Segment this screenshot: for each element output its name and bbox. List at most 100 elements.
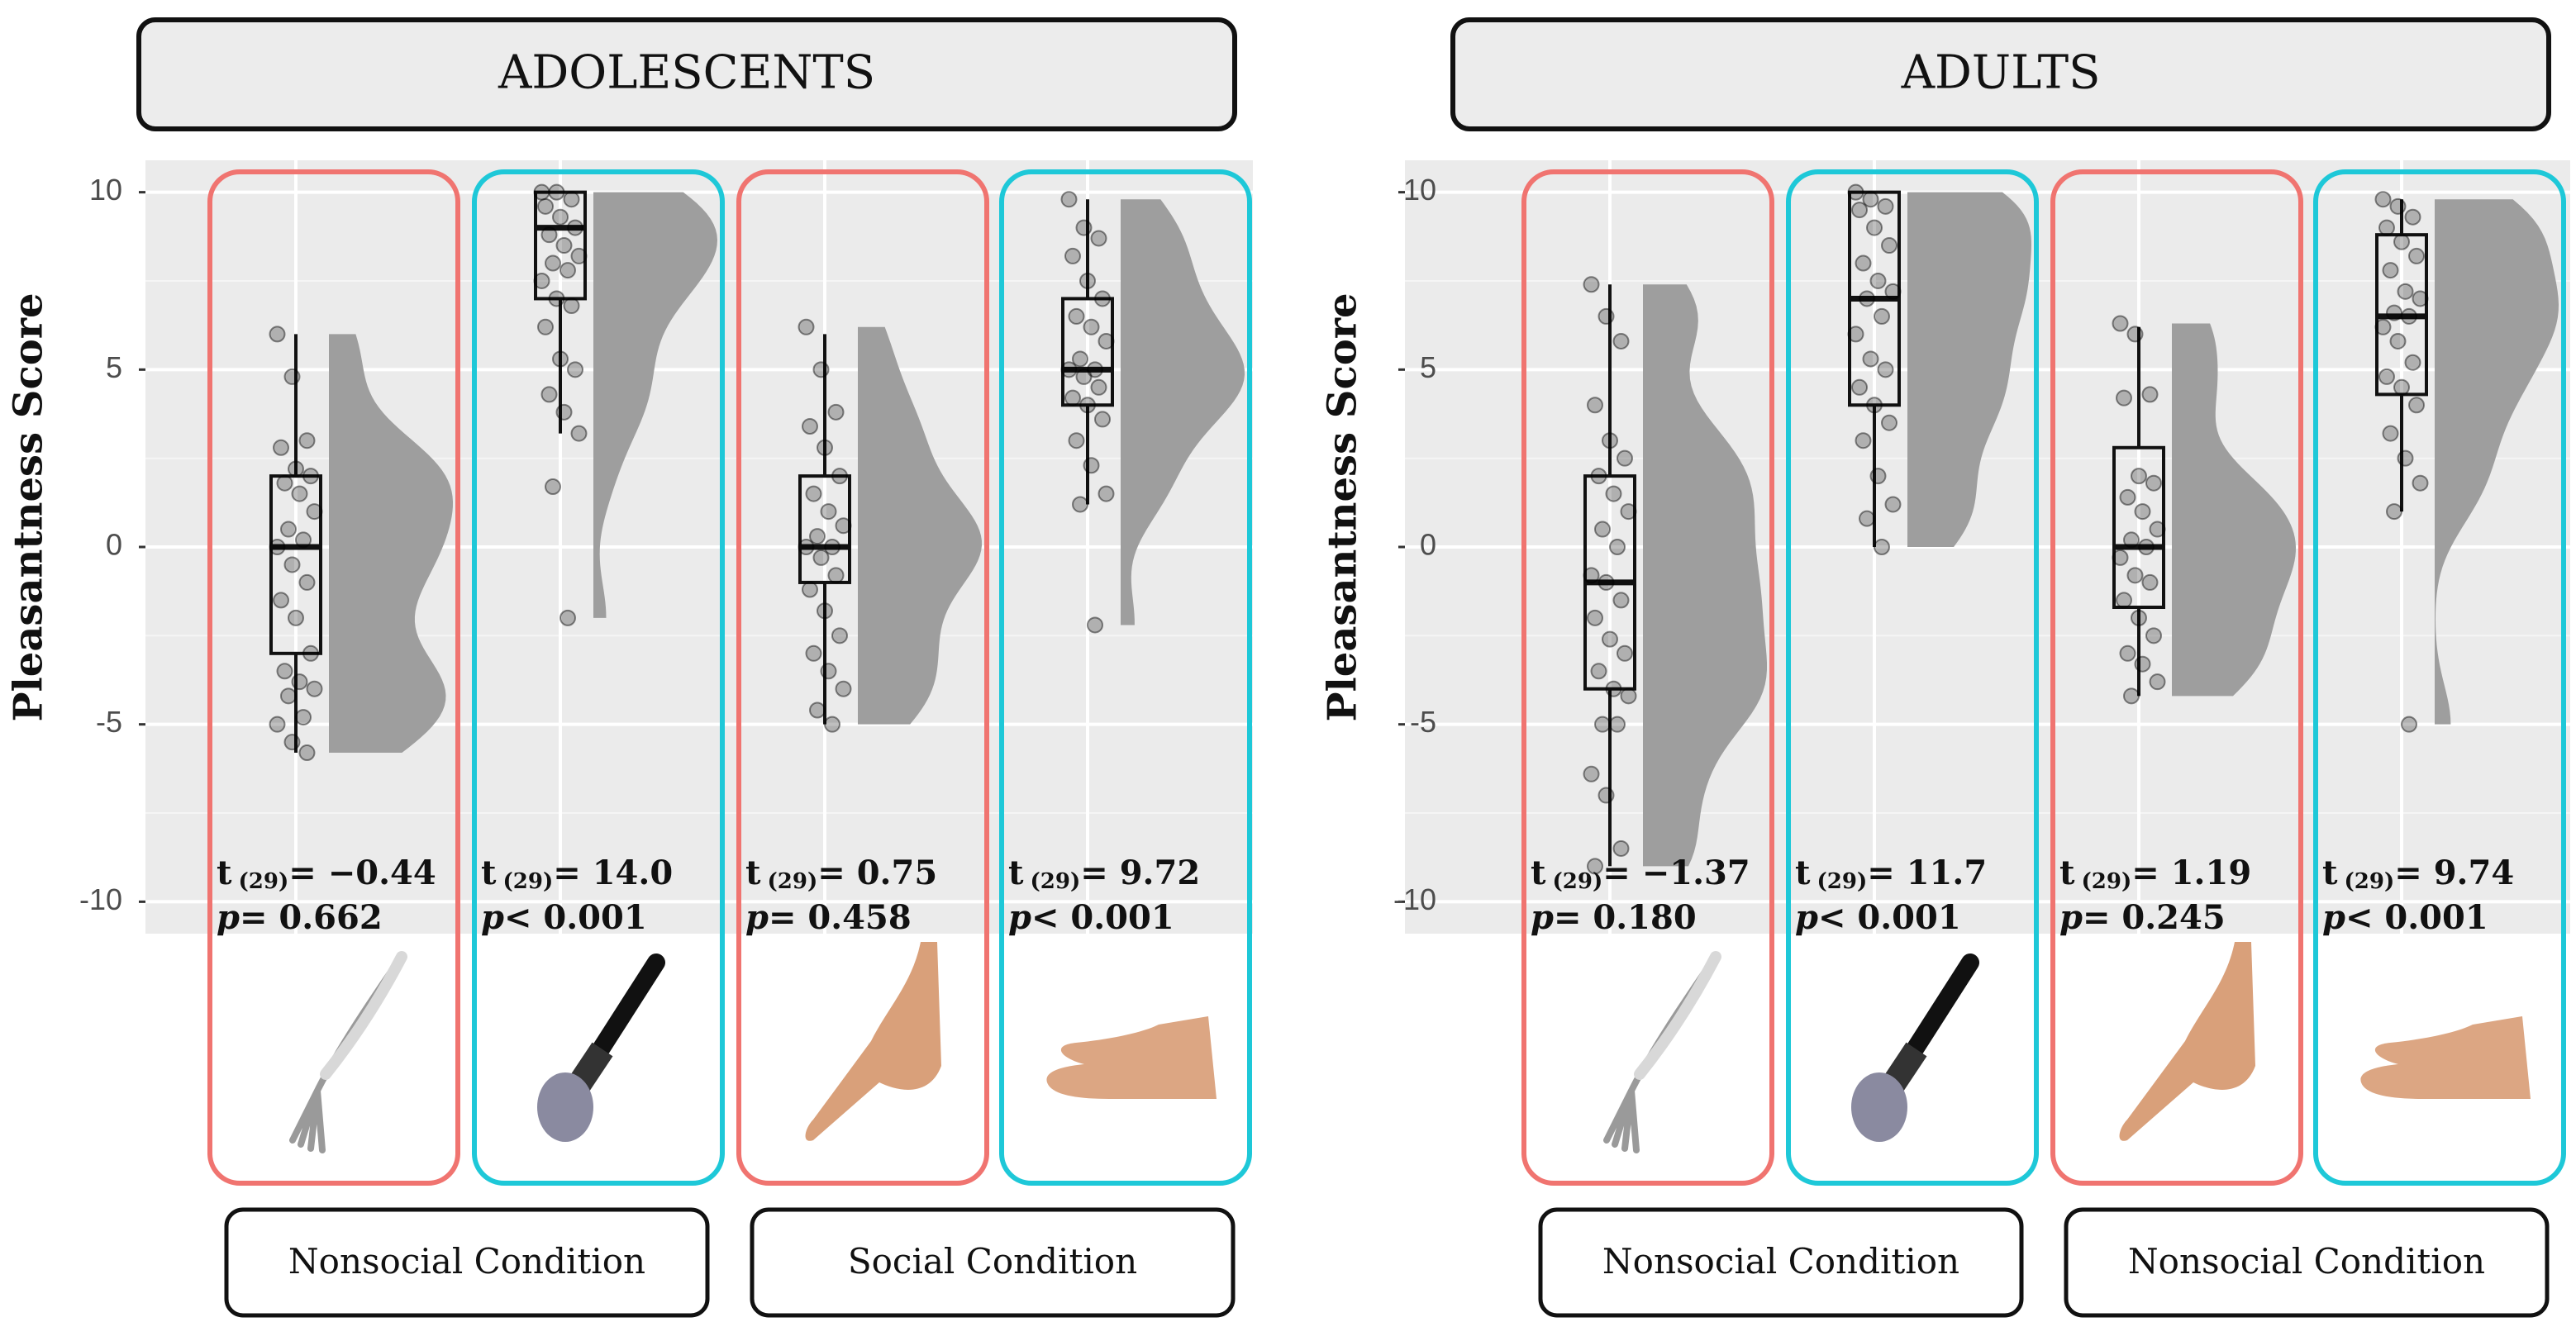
- stat-p-value: = 0.180: [1554, 898, 1697, 937]
- data-point: [1083, 318, 1100, 335]
- data-point: [537, 318, 554, 335]
- data-point: [1866, 219, 1883, 236]
- data-point: [1075, 368, 1093, 385]
- density: [593, 192, 717, 618]
- data-point: [2386, 304, 2402, 321]
- data-point: [545, 254, 561, 272]
- density: [2435, 199, 2559, 725]
- stat-p: p= 0.458: [745, 898, 912, 937]
- stat-df: (29): [1552, 869, 1602, 894]
- data-point: [291, 485, 308, 502]
- stat-p-symbol: p: [217, 898, 240, 937]
- data-point: [1583, 567, 1600, 584]
- stat-t-value: = 9.74: [2394, 854, 2514, 892]
- data-point: [812, 549, 830, 566]
- data-point: [295, 709, 312, 726]
- data-point: [1869, 272, 1887, 289]
- data-point: [1881, 237, 1897, 254]
- stat-t: t (29)= 11.7: [1795, 854, 1987, 894]
- data-point: [1587, 609, 1603, 626]
- data-point: [2412, 290, 2429, 307]
- stat-t-symbol: t: [1795, 854, 1811, 892]
- data-point: [1079, 397, 1096, 414]
- data-point: [2393, 378, 2410, 396]
- data-point: [2134, 655, 2151, 673]
- data-point: [1612, 839, 1630, 857]
- stat-p: p< 0.001: [1008, 898, 1174, 937]
- data-point: [1090, 378, 1107, 396]
- data-point: [552, 350, 569, 368]
- data-point: [812, 361, 830, 378]
- density: [2172, 323, 2296, 697]
- data-point: [1869, 468, 1887, 485]
- data-point: [1060, 191, 1078, 208]
- data-point: [1617, 644, 1633, 662]
- data-point: [820, 663, 837, 680]
- data-point: [2123, 531, 2140, 549]
- y-tick-label: -10: [79, 882, 122, 916]
- data-point: [1598, 573, 1615, 591]
- data-point: [306, 680, 323, 697]
- data-point: [1098, 485, 1115, 502]
- group-frame: [207, 169, 460, 1186]
- data-point: [2112, 315, 2129, 332]
- data-point: [2412, 474, 2429, 492]
- stat-t: t (29)= −0.44: [217, 854, 436, 894]
- data-point: [570, 247, 588, 264]
- group-frame: [1786, 169, 2039, 1186]
- data-point: [1605, 485, 1622, 502]
- data-point: [2131, 468, 2147, 485]
- density: [1643, 284, 1767, 867]
- stat-t-value: = 9.72: [1080, 854, 1200, 892]
- data-point: [1877, 361, 1894, 378]
- data-point: [2404, 208, 2421, 226]
- data-point: [802, 581, 818, 598]
- stat-t-symbol: t: [1531, 854, 1546, 892]
- y-tick-label: 10: [1403, 173, 1436, 207]
- data-point: [533, 272, 550, 289]
- data-point: [1866, 397, 1883, 414]
- condition-label: Nonsocial Condition: [2128, 1241, 2485, 1282]
- data-point: [2126, 567, 2144, 584]
- data-point: [1602, 630, 1618, 648]
- stat-t-value: = −1.37: [1602, 854, 1750, 892]
- data-point: [1612, 592, 1630, 609]
- data-point: [2112, 549, 2129, 566]
- data-point: [2145, 474, 2162, 492]
- data-point: [1094, 411, 1111, 428]
- data-point: [1060, 361, 1078, 378]
- data-point: [1064, 247, 1081, 264]
- data-point: [280, 687, 297, 705]
- data-point: [548, 183, 565, 201]
- stat-p-symbol: p: [745, 898, 769, 937]
- data-point: [548, 290, 565, 307]
- stat-p: p< 0.001: [481, 898, 647, 937]
- data-point: [273, 592, 289, 609]
- density: [1121, 199, 1245, 625]
- data-point: [835, 517, 852, 535]
- data-point: [1094, 290, 1111, 307]
- condition-label: Social Condition: [848, 1241, 1137, 1282]
- data-point: [555, 237, 573, 254]
- data-point: [276, 663, 293, 680]
- data-point: [1620, 503, 1637, 521]
- data-point: [1612, 332, 1630, 350]
- data-point: [2126, 326, 2144, 343]
- y-tick-label: -5: [1410, 705, 1436, 739]
- data-point: [545, 478, 561, 496]
- data-point: [827, 403, 845, 421]
- data-point: [288, 460, 304, 478]
- stat-p-value: = 0.458: [769, 898, 912, 937]
- data-point: [1075, 219, 1093, 236]
- group-frame: [736, 169, 989, 1186]
- finger-icon: [2119, 942, 2255, 1141]
- data-point: [2389, 197, 2407, 215]
- data-point: [280, 521, 297, 538]
- data-point: [831, 468, 848, 485]
- data-point: [2149, 673, 2166, 691]
- data-point: [295, 531, 312, 549]
- data-point: [817, 602, 833, 620]
- stat-p-symbol: p: [1531, 898, 1554, 937]
- data-point: [269, 716, 286, 733]
